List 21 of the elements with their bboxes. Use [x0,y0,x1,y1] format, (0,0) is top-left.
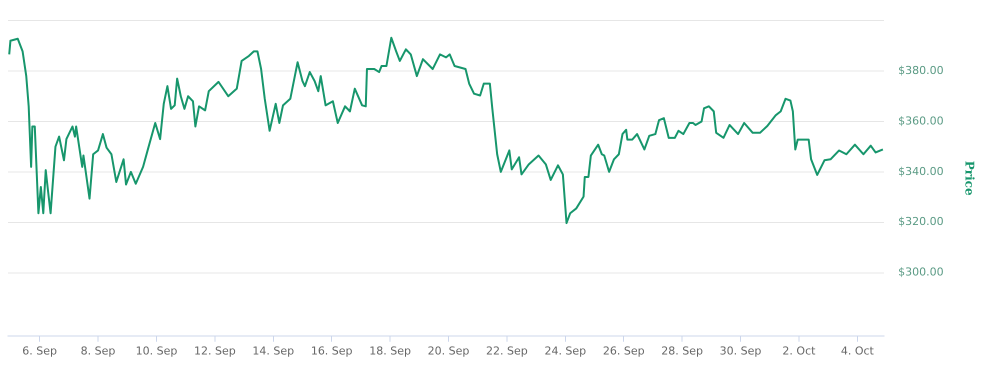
x-tick-label: 28. Sep [661,344,703,358]
x-tick-label: 22. Sep [486,344,528,358]
y-tick-label: $320.00 [898,215,944,228]
y-tick-label: $360.00 [898,114,944,128]
x-tick-label: 18. Sep [369,344,411,358]
x-tick-label: 16. Sep [310,344,353,358]
x-tick-label: 30. Sep [720,344,762,358]
x-tick-label: 24. Sep [544,344,586,358]
x-tick-label: 8. Sep [80,344,116,358]
y-tick-label: $380.00 [898,64,944,77]
y-tick-label: $300.00 [898,266,944,279]
x-tick-label: 14. Sep [252,344,294,358]
x-tick-label: 6. Sep [22,344,58,358]
y-axis-title: Price [962,160,977,196]
x-tick-label: 2. Oct [782,344,816,358]
x-tick-label: 12. Sep [194,344,236,358]
x-tick-label: 10. Sep [136,344,178,358]
y-tick-label: $340.00 [898,164,944,178]
x-tick-label: 4. Oct [840,344,875,358]
x-tick-label: 20. Sep [428,344,470,358]
x-tick-label: 26. Sep [602,344,645,358]
